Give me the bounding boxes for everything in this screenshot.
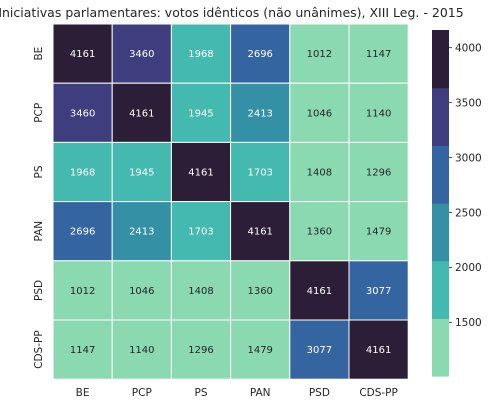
x-tick-label: CDS-PP bbox=[359, 387, 398, 399]
y-tick-label: PSD bbox=[33, 280, 45, 301]
colorbar-tick-label: 3500 bbox=[455, 97, 482, 109]
cell-value-label: 1703 bbox=[188, 227, 213, 238]
colorbar-segment bbox=[432, 145, 449, 204]
heatmap-cell bbox=[289, 141, 350, 203]
heatmap-cell bbox=[52, 260, 113, 321]
heatmap-cell bbox=[348, 82, 409, 143]
cell-value-label: 1296 bbox=[188, 345, 213, 356]
cell-value-label: 1945 bbox=[129, 168, 154, 179]
colorbar-tick-label: 4000 bbox=[455, 42, 482, 54]
cell-value-label: 1140 bbox=[366, 108, 391, 119]
colorbar-tick-label: 3000 bbox=[455, 152, 482, 164]
cell-value-label: 1479 bbox=[366, 227, 391, 238]
heatmap-cell bbox=[170, 260, 232, 321]
cell-value-label: 1408 bbox=[307, 168, 332, 179]
colorbar-segment bbox=[432, 30, 449, 89]
cell-value-label: 2413 bbox=[247, 108, 272, 119]
colorbar-tick-label: 2500 bbox=[455, 207, 482, 219]
y-tick-label: PAN bbox=[33, 221, 45, 242]
heatmap-cell bbox=[111, 23, 172, 84]
heatmap-cell bbox=[230, 82, 291, 143]
cell-value-label: 4161 bbox=[247, 227, 272, 238]
heatmap-cell bbox=[348, 201, 409, 262]
y-tick-label: PCP bbox=[33, 103, 45, 123]
cell-value-label: 3077 bbox=[366, 286, 391, 297]
heatmap-cell bbox=[348, 141, 409, 203]
cell-value-label: 1296 bbox=[366, 168, 391, 179]
heatmap-cell bbox=[289, 260, 350, 321]
heatmap-cell bbox=[52, 23, 113, 84]
x-tick-label: PAN bbox=[250, 387, 271, 399]
cell-value-label: 1968 bbox=[70, 168, 95, 179]
heatmap-cell bbox=[52, 201, 113, 262]
heatmap-cell bbox=[52, 319, 113, 380]
y-tick-label: BE bbox=[33, 47, 45, 61]
cell-value-label: 3460 bbox=[129, 49, 154, 60]
y-axis-ticks: BE PCP PS PAN PSD CDS-PP bbox=[33, 47, 45, 369]
x-tick-label: PSD bbox=[309, 387, 330, 399]
cell-value-label: 1408 bbox=[188, 286, 213, 297]
cell-value-label: 2696 bbox=[70, 227, 95, 238]
heatmap-cell bbox=[111, 82, 172, 143]
colorbar-segment bbox=[432, 87, 449, 146]
heatmap-cell bbox=[170, 201, 232, 262]
cell-value-label: 1147 bbox=[366, 49, 391, 60]
colorbar-segment bbox=[432, 203, 449, 262]
heatmap-cell bbox=[289, 201, 350, 262]
cell-value-label: 1046 bbox=[307, 108, 332, 119]
colorbar-segment bbox=[432, 260, 449, 319]
cell-value-label: 4161 bbox=[70, 49, 95, 60]
heatmap-cell bbox=[348, 319, 409, 380]
y-tick-label: CDS-PP bbox=[33, 330, 45, 369]
heatmap-cells: 4161 3460 1968 2696 1012 1147 3460 4161 1945 2413… bbox=[52, 23, 409, 380]
cell-value-label: 1046 bbox=[129, 286, 154, 297]
colorbar-segment bbox=[432, 318, 449, 377]
cell-value-label: 1968 bbox=[188, 49, 213, 60]
heatmap-cell bbox=[170, 23, 232, 84]
heatmap-cell bbox=[348, 23, 409, 84]
cell-value-label: 3077 bbox=[307, 345, 332, 356]
cell-value-label: 3460 bbox=[70, 108, 95, 119]
cell-value-label: 1703 bbox=[247, 168, 272, 179]
chart-title: Iniciativas parlamentares: votos idêntic… bbox=[0, 5, 464, 20]
heatmap-cell bbox=[230, 141, 291, 203]
heatmap-cell bbox=[230, 201, 291, 262]
heatmap-cell bbox=[289, 319, 350, 380]
cell-value-label: 4161 bbox=[307, 286, 332, 297]
colorbar: 1500 2000 2500 3000 3500 4000 bbox=[432, 30, 482, 377]
x-tick-label: PS bbox=[195, 387, 208, 399]
cell-value-label: 4161 bbox=[366, 345, 391, 356]
cell-value-label: 1479 bbox=[247, 345, 272, 356]
y-tick-label: PS bbox=[33, 165, 45, 178]
heatmap-cell bbox=[230, 319, 291, 380]
cell-value-label: 1360 bbox=[247, 286, 272, 297]
cell-value-label: 4161 bbox=[188, 168, 213, 179]
heatmap-cell bbox=[348, 260, 409, 321]
cell-value-label: 1012 bbox=[70, 286, 95, 297]
cell-value-label: 2696 bbox=[247, 49, 272, 60]
cell-value-label: 2413 bbox=[129, 227, 154, 238]
cell-value-label: 1140 bbox=[129, 345, 154, 356]
x-tick-label: PCP bbox=[132, 387, 152, 399]
heatmap-cell bbox=[111, 141, 172, 203]
heatmap-cell bbox=[230, 260, 291, 321]
colorbar-tick-label: 1500 bbox=[455, 317, 482, 329]
cell-value-label: 1012 bbox=[307, 49, 332, 60]
x-axis-ticks: BE PCP PS PAN PSD CDS-PP bbox=[76, 387, 398, 399]
cell-value-label: 1945 bbox=[188, 108, 213, 119]
colorbar-tick-label: 2000 bbox=[455, 262, 482, 274]
heatmap-cell bbox=[111, 201, 172, 262]
cell-value-label: 1147 bbox=[70, 345, 95, 356]
cell-value-label: 4161 bbox=[129, 108, 154, 119]
x-tick-label: BE bbox=[76, 387, 90, 399]
cell-value-label: 1360 bbox=[307, 227, 332, 238]
